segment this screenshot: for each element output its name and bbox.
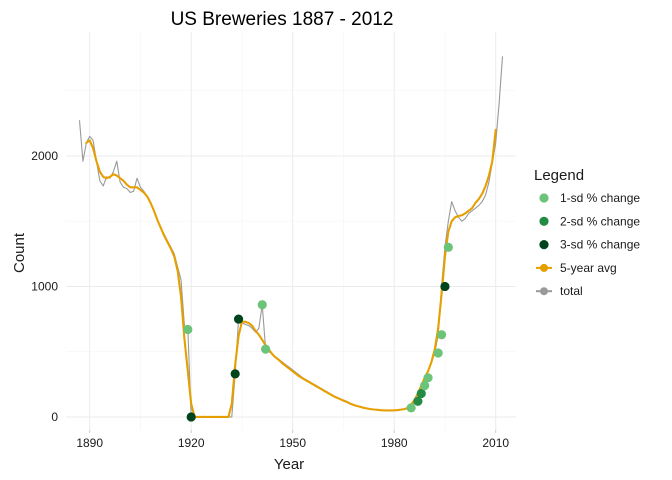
x-tick-label: 1890 — [76, 436, 103, 450]
x-tick-label: 1920 — [178, 436, 205, 450]
highlight-point — [186, 412, 196, 422]
legend-label-5-year-avg: 5-year avg — [560, 261, 617, 275]
legend-label-3-sd-change: 3-sd % change — [560, 238, 640, 252]
legend-label-total: total — [560, 284, 583, 298]
highlight-point — [416, 388, 426, 399]
legend-title: Legend — [534, 167, 584, 184]
legend-label-2-sd-change: 2-sd % change — [560, 214, 640, 228]
y-tick-label: 0 — [51, 410, 58, 424]
legend-key-point-1-sd-change — [539, 193, 549, 203]
legend-key-point-2-sd-change — [539, 216, 549, 226]
legend: Legend 1-sd % change 2-sd % change 3-sd % … — [534, 167, 640, 298]
highlight-point — [443, 242, 453, 252]
highlight-point — [183, 324, 193, 335]
x-tick-label: 1980 — [381, 436, 408, 450]
x-tick-label: 2010 — [482, 436, 509, 450]
y-tick-label: 2000 — [31, 149, 58, 163]
highlight-points — [183, 242, 453, 422]
highlight-point — [257, 300, 267, 310]
x-axis-ticks: 1890 1920 1950 1980 2010 — [76, 430, 509, 450]
highlight-point — [423, 373, 433, 383]
series-line-5-year-avg — [85, 128, 497, 418]
highlight-point — [436, 330, 447, 340]
legend-key-point-3-sd-change — [539, 240, 549, 250]
legend-key-point-5-year-avg — [540, 263, 548, 272]
x-axis-title: Year — [274, 456, 304, 473]
series-line-total — [78, 56, 504, 418]
highlight-point — [261, 344, 271, 354]
y-axis-title: Count — [11, 232, 28, 273]
y-axis-ticks: 0 1000 2000 — [31, 149, 58, 424]
highlight-point — [230, 369, 240, 379]
highlight-point — [433, 348, 443, 358]
legend-label-1-sd-change: 1-sd % change — [560, 191, 640, 205]
chart-title: US Breweries 1887 - 2012 — [171, 9, 394, 30]
legend-key-point-total — [540, 287, 548, 296]
highlight-point — [233, 314, 244, 324]
y-tick-label: 1000 — [31, 279, 58, 293]
x-tick-label: 1950 — [279, 436, 306, 450]
highlight-point — [440, 281, 450, 292]
highlight-point — [420, 381, 430, 391]
highlight-point — [413, 396, 423, 406]
series-layer — [78, 56, 504, 418]
highlight-point — [406, 403, 416, 413]
